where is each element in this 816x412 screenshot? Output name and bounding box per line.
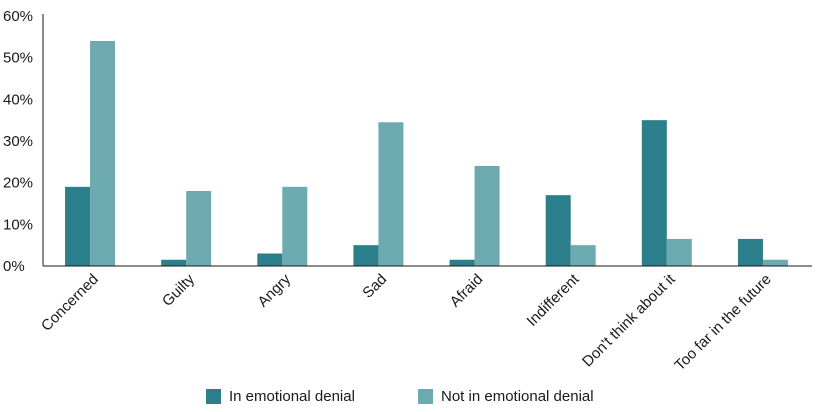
legend-item-not-in-denial: Not in emotional denial	[418, 388, 594, 405]
y-tick-label: 10%	[3, 216, 33, 233]
legend-label-in-denial: In emotional denial	[229, 388, 355, 405]
x-tick-label: Afraid	[447, 271, 487, 311]
y-tick-label: 60%	[3, 8, 33, 25]
bar-in-denial	[641, 120, 667, 267]
y-tick-label: 50%	[3, 50, 33, 67]
bar-not-in-denial	[90, 41, 116, 266]
x-tick-label: Too far in the future	[671, 271, 774, 374]
bar-not-in-denial	[666, 238, 692, 266]
bar-in-denial	[353, 245, 379, 266]
bar-in-denial	[161, 259, 187, 266]
y-tick-label: 20%	[3, 175, 33, 192]
bar-not-in-denial	[282, 186, 308, 266]
bar-in-denial	[449, 259, 475, 266]
bar-not-in-denial	[570, 245, 596, 266]
x-tick-label: Sad	[359, 271, 390, 302]
x-tick-label: Angry	[254, 270, 294, 310]
legend: In emotional denial Not in emotional den…	[0, 388, 816, 410]
bar-in-denial	[257, 253, 283, 266]
y-tick-label: 0%	[3, 258, 25, 275]
bars-group	[65, 41, 788, 267]
bar-in-denial	[545, 195, 571, 266]
bar-not-in-denial	[474, 166, 500, 266]
bar-not-in-denial	[186, 191, 212, 266]
bar-in-denial	[737, 238, 763, 266]
bar-not-in-denial	[762, 259, 788, 266]
x-tick-label: Concerned	[38, 271, 102, 335]
y-axis-tick-labels: 60% 50% 40% 30% 20% 10% 0%	[3, 8, 33, 275]
bar-chart: 60% 50% 40% 30% 20% 10% 0% Concerned Guilty Angr…	[3, 8, 812, 374]
bar-in-denial	[65, 186, 91, 266]
x-tick-label: Don't think about it	[579, 270, 679, 370]
y-tick-label: 40%	[3, 91, 33, 108]
legend-swatch-not-in-denial	[418, 389, 433, 404]
x-axis-tick-labels: Concerned Guilty Angry Sad Afraid Indifferent…	[38, 270, 775, 374]
legend-label-not-in-denial: Not in emotional denial	[441, 388, 594, 405]
x-tick-label: Guilty	[159, 270, 198, 309]
bar-not-in-denial	[378, 122, 404, 266]
y-tick-label: 30%	[3, 133, 33, 150]
legend-swatch-in-denial	[206, 389, 221, 404]
legend-item-in-denial: In emotional denial	[206, 388, 355, 405]
x-tick-label: Indifferent	[524, 270, 584, 330]
